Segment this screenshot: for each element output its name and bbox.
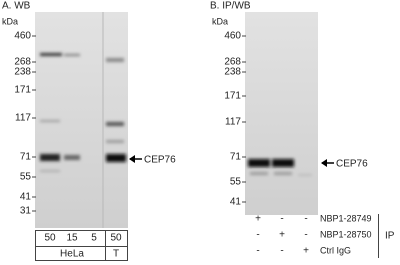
group-label: T — [113, 249, 119, 260]
sign: + — [255, 214, 261, 225]
bands — [40, 53, 126, 172]
sign: - — [280, 246, 283, 257]
lane-label: 15 — [66, 233, 78, 244]
sign: - — [304, 214, 307, 225]
panel-title: A. WB — [2, 1, 31, 12]
marker-label: 171 — [14, 85, 31, 96]
marker-label: 55 — [20, 172, 32, 183]
sign: - — [256, 230, 259, 241]
sign: - — [256, 246, 259, 257]
sign: + — [279, 230, 285, 241]
ip-label: IP — [385, 231, 395, 242]
marker-label: 31 — [20, 206, 32, 217]
blot — [245, 12, 318, 215]
marker-label: 117 — [15, 113, 31, 124]
lane-label: 50 — [44, 233, 56, 244]
unit-label: kDa — [2, 16, 18, 26]
marker-label: 117 — [225, 117, 241, 128]
marker-label: 268 — [14, 57, 31, 68]
sign: - — [304, 230, 307, 241]
bands — [248, 159, 312, 176]
arrow-head — [321, 159, 327, 167]
marker-label: 238 — [224, 67, 241, 78]
lane-label: 50 — [110, 233, 122, 244]
lane-table — [35, 230, 128, 261]
sign: - — [280, 214, 283, 225]
marker-label: 71 — [20, 152, 32, 163]
sign: + — [303, 246, 309, 257]
marker-label: 71 — [230, 152, 242, 163]
ip-row-label: Ctrl IgG — [320, 245, 351, 255]
panel-title: B. IP/WB — [210, 1, 251, 12]
lane-label: 5 — [91, 233, 97, 244]
marker-label: 268 — [224, 57, 241, 68]
ip-row-label: NBP1-28749 — [320, 213, 372, 223]
marker-label: 41 — [20, 192, 32, 203]
group-label: HeLa — [60, 249, 84, 260]
band-label: CEP76 — [144, 155, 176, 166]
marker-label: 238 — [14, 67, 31, 78]
ip-row-label: NBP1-28750 — [320, 229, 372, 239]
marker-label: 171 — [224, 91, 241, 102]
marker-label: 460 — [14, 31, 31, 42]
marker-label: 41 — [230, 197, 242, 208]
arrow-head — [129, 155, 135, 163]
marker-label: 55 — [230, 177, 242, 188]
unit-label: kDa — [212, 16, 228, 26]
marker-label: 460 — [224, 31, 241, 42]
band-label: CEP76 — [336, 159, 368, 170]
